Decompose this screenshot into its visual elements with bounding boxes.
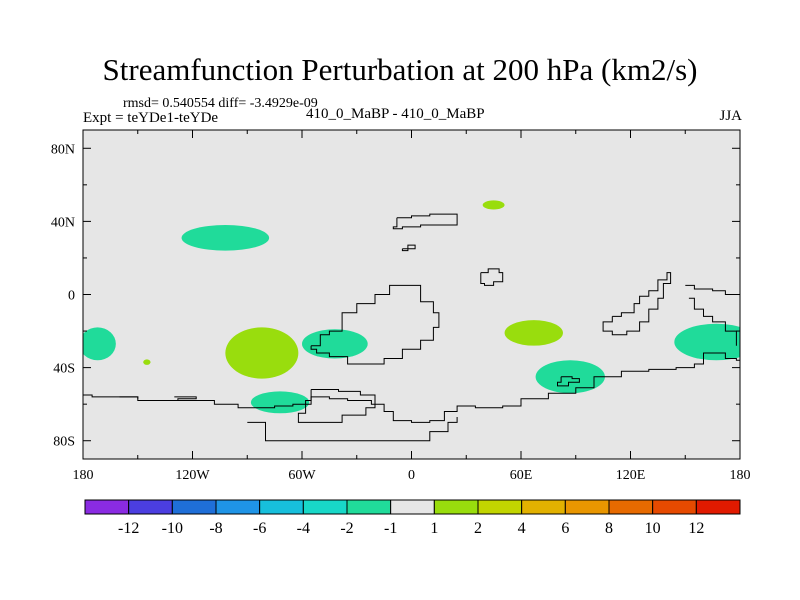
season-label: JJA xyxy=(719,108,742,124)
anomaly-region-5 xyxy=(302,329,368,359)
colorbar-swatch xyxy=(259,499,304,515)
coastline-segment-7 xyxy=(480,268,504,286)
coastline-layer xyxy=(83,213,740,442)
coastline-segment-10 xyxy=(688,297,737,346)
colorbar-label: 4 xyxy=(518,520,526,537)
x-tick-label: 120W xyxy=(175,468,210,483)
colorbar-label: 1 xyxy=(430,520,438,537)
anomaly-region-1 xyxy=(181,225,270,251)
colorbar-swatch xyxy=(346,499,392,515)
x-tick-label: 0 xyxy=(408,468,415,483)
coastline-segment-4 xyxy=(310,284,440,365)
colorbar-label: -4 xyxy=(297,520,310,537)
colorbar-swatch xyxy=(215,499,261,515)
anomaly-region-3 xyxy=(225,327,299,379)
colorbar-label: 8 xyxy=(605,520,613,537)
anomaly-region-4 xyxy=(143,359,151,365)
coastline-segment-8 xyxy=(602,272,672,336)
case-label: 410_0_MaBP - 410_0_MaBP xyxy=(306,106,485,122)
colorbar: -12 -10 -8 -6 -4 -2 -1 1 2 4 6 8 10 12 xyxy=(84,499,741,537)
coastline-segment-5 xyxy=(392,213,458,230)
anomaly-region-7 xyxy=(482,200,505,210)
colorbar-label: -6 xyxy=(253,520,266,537)
coastline-segment-13 xyxy=(557,376,580,387)
colorbar-swatch xyxy=(695,499,741,515)
y-tick-label: 80N xyxy=(51,142,75,157)
x-tick-label: 60W xyxy=(288,468,316,483)
colorbar-label: -10 xyxy=(162,520,183,537)
anomaly-region-2 xyxy=(83,327,116,361)
coastline-segment-2 xyxy=(247,417,458,442)
x-tick-label: 180 xyxy=(73,468,94,483)
colorbar-label: 2 xyxy=(474,520,482,537)
colorbar-swatch xyxy=(521,499,566,515)
colorbar-swatch xyxy=(390,499,435,515)
colorbar-label: 10 xyxy=(645,520,661,537)
y-tick-label: 40S xyxy=(53,362,75,377)
plot-background xyxy=(83,130,740,459)
colorbar-swatch xyxy=(302,499,348,515)
colorbar-swatch xyxy=(477,499,523,515)
colorbar-swatch xyxy=(433,499,479,515)
y-tick-label: 0 xyxy=(68,289,75,304)
colorbar-swatch xyxy=(84,499,130,515)
stats-label: rmsd= 0.540554 diff= -3.4929e-09 xyxy=(123,96,318,111)
coastline-segment-12 xyxy=(174,396,197,401)
colorbar-swatch xyxy=(564,499,610,515)
y-tick-label: 80S xyxy=(53,435,75,450)
colorbar-swatch xyxy=(608,499,654,515)
colorbar-label: -2 xyxy=(340,520,353,537)
colorbar-swatch xyxy=(128,499,173,515)
x-tick-label: 180 xyxy=(730,468,751,483)
colorbar-label: -12 xyxy=(118,520,139,537)
colorbar-swatch xyxy=(652,499,697,515)
colorbar-swatch xyxy=(171,499,217,515)
experiment-label: Expt = teYDe1-teYDe xyxy=(83,110,219,126)
coastline-segment-1 xyxy=(83,352,740,423)
coastline-segment-6 xyxy=(401,244,416,252)
chart-title: Streamfunction Perturbation at 200 hPa (… xyxy=(102,52,698,87)
anomaly-region-8 xyxy=(504,320,563,346)
y-tick-label: 40N xyxy=(51,215,75,230)
axis-layer: 180 120W 60W 0 60E 120E 180 80N 40N 0 40S 80S xyxy=(51,130,751,483)
colorbar-label: 12 xyxy=(688,520,704,537)
anomaly-region-6 xyxy=(250,391,310,414)
x-tick-label: 120E xyxy=(616,468,646,483)
anomaly-layer xyxy=(83,200,740,414)
colorbar-label: 6 xyxy=(561,520,569,537)
anomaly-region-10 xyxy=(674,323,740,361)
colorbar-label: -8 xyxy=(209,520,222,537)
colorbar-label: -1 xyxy=(384,520,397,537)
coastline-segment-3 xyxy=(297,389,376,423)
x-tick-label: 60E xyxy=(510,468,533,483)
coastline-segment-11 xyxy=(119,396,139,399)
